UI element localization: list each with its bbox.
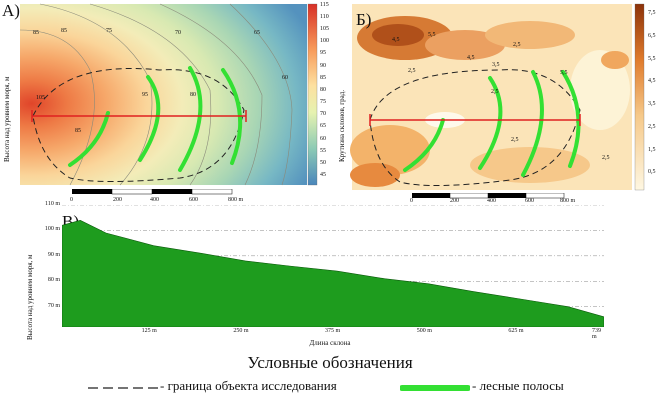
x-tick-label: 375 m bbox=[325, 328, 341, 334]
scalebar-tick: 800 m bbox=[228, 197, 244, 203]
contour-label: 70 bbox=[175, 30, 181, 36]
legend-forest-label: - лесные полосы bbox=[472, 378, 564, 393]
colorbar-b-ticks: 7,5 6,5 5,5 4,5 3,5 2,5 1,5 0,5 bbox=[648, 2, 660, 192]
contour-label: 85 bbox=[33, 30, 39, 36]
contour-label: 4,5 bbox=[392, 37, 400, 43]
panel-a-letter: А) bbox=[2, 1, 20, 20]
x-tick-label: 125 m bbox=[141, 328, 157, 334]
contour-label: 60 bbox=[282, 75, 288, 81]
x-tick-label: 250 m bbox=[233, 328, 249, 334]
x-tick-label: 500 m bbox=[416, 328, 432, 334]
panel-b-letter: Б) bbox=[356, 10, 372, 29]
contour-label: 95 bbox=[142, 92, 148, 98]
scalebar-tick: 800 m bbox=[560, 198, 576, 204]
profile-chart bbox=[62, 205, 604, 327]
colorbar-tick: 80 bbox=[320, 87, 326, 93]
colorbar-tick: 55 bbox=[320, 148, 326, 154]
colorbar-tick: 0,5 bbox=[648, 169, 656, 175]
legend-boundary-swatch bbox=[88, 387, 158, 389]
scalebar-tick: 600 bbox=[189, 197, 198, 203]
scalebar-tick: 0 bbox=[410, 198, 413, 204]
colorbar-tick: 110 bbox=[320, 14, 329, 20]
colorbar-tick: 70 bbox=[320, 111, 326, 117]
colorbar-tick: 50 bbox=[320, 160, 326, 166]
scalebar-tick: 600 bbox=[525, 198, 534, 204]
contour-label: 80 bbox=[190, 92, 196, 98]
y-tick-label: 70 m bbox=[47, 302, 60, 309]
scalebar-tick: 400 bbox=[487, 198, 496, 204]
legend-title: Условные обозначения bbox=[247, 353, 413, 372]
scalebar-b bbox=[412, 193, 565, 199]
scalebar-tick: 0 bbox=[70, 197, 73, 203]
y-ticks: 110 m 100 m 90 m 80 m 70 m bbox=[30, 201, 62, 327]
y-tick-label: 90 m bbox=[47, 251, 60, 258]
contour-label: 3,5 bbox=[492, 62, 500, 68]
contour-label: 75 bbox=[106, 28, 112, 34]
colorbar-a-ticks: 115 110 105 100 95 90 85 80 75 70 65 60 … bbox=[320, 2, 340, 192]
colorbar-tick: 95 bbox=[320, 50, 326, 56]
colorbar-tick: 2,5 bbox=[648, 124, 656, 130]
colorbar-tick: 90 bbox=[320, 63, 326, 69]
contour-label: 2,5 bbox=[491, 89, 499, 95]
colorbar-tick: 3,5 bbox=[648, 101, 656, 107]
colorbar-tick: 105 bbox=[320, 26, 329, 32]
colorbar-tick: 85 bbox=[320, 75, 326, 81]
x-ticks: 125 m 250 m 375 m 500 m 625 m 739 m bbox=[62, 328, 604, 340]
colorbar-tick: 5,5 bbox=[648, 56, 656, 62]
contour-label: 5,5 bbox=[428, 32, 436, 38]
profile-area bbox=[62, 219, 604, 327]
colorbar-tick: 65 bbox=[320, 123, 326, 129]
scalebar-tick: 200 bbox=[113, 197, 122, 203]
y-tick-label: 80 m bbox=[47, 277, 60, 284]
contour-label: 2,5 bbox=[408, 68, 416, 74]
contour-label: 5,5 bbox=[560, 70, 568, 76]
panel-c-xlabel: Длина склона bbox=[309, 339, 351, 347]
panel-b-ylabel: Крутизна склонов, град. bbox=[338, 89, 346, 162]
x-tick-label: 739 m bbox=[592, 328, 601, 340]
scalebar-a bbox=[72, 189, 233, 195]
y-tick-label: 110 m bbox=[45, 201, 60, 207]
elevation-map bbox=[19, 3, 318, 186]
colorbar-tick: 115 bbox=[320, 2, 329, 8]
contour-label: 4,5 bbox=[467, 55, 475, 61]
colorbar-tick: 45 bbox=[320, 172, 326, 178]
colorbar-tick: 100 bbox=[320, 38, 329, 44]
y-tick-label: 100 m bbox=[44, 226, 60, 233]
contour-label: 85 bbox=[75, 128, 81, 134]
contour-label: 2,5 bbox=[513, 42, 521, 48]
colorbar-tick: 4,5 bbox=[648, 78, 656, 84]
contour-label: 2,5 bbox=[511, 137, 519, 143]
legend-forest-swatch bbox=[400, 385, 470, 391]
contour-label: 85 bbox=[61, 28, 67, 34]
colorbar-tick: 60 bbox=[320, 136, 326, 142]
colorbar-tick: 6,5 bbox=[648, 33, 656, 39]
colorbar-tick: 7,5 bbox=[648, 10, 656, 16]
scalebar-tick: 400 bbox=[150, 197, 159, 203]
contour-label: 65 bbox=[254, 30, 260, 36]
colorbar-tick: 1,5 bbox=[648, 147, 656, 153]
contour-label: 105 bbox=[36, 95, 45, 101]
panel-a-ylabel: Высота над уровнем моря, м bbox=[3, 76, 11, 162]
colorbar-tick: 75 bbox=[320, 99, 326, 105]
contour-label: 2,5 bbox=[602, 155, 610, 161]
scalebar-tick: 200 bbox=[450, 198, 459, 204]
x-tick-label: 625 m bbox=[508, 328, 524, 334]
legend-boundary-label: - граница объекта исследования bbox=[160, 378, 337, 393]
slope-map bbox=[350, 3, 645, 191]
